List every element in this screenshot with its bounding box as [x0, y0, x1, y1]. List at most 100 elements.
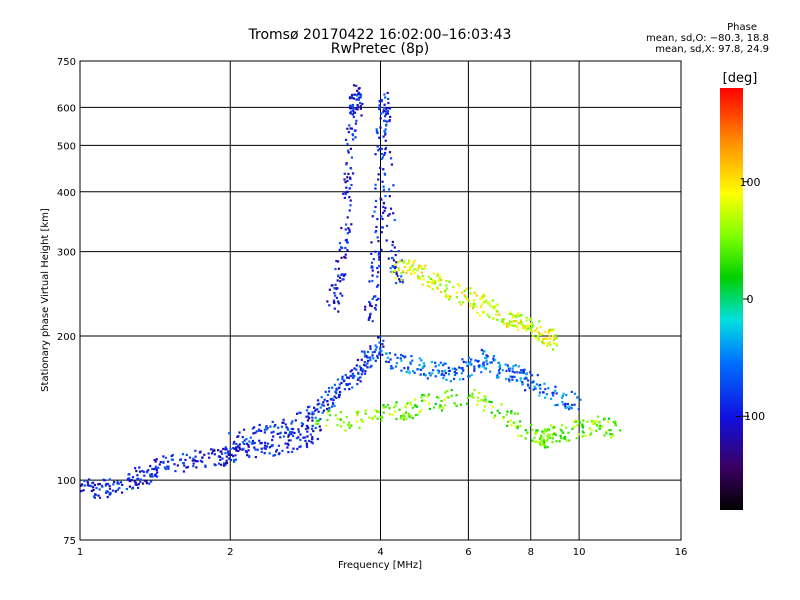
- scatter-point: [341, 377, 344, 381]
- scatter-point: [344, 374, 347, 377]
- scatter-point: [458, 301, 461, 304]
- scatter-point: [225, 459, 228, 462]
- scatter-point: [327, 409, 330, 412]
- scatter-point: [263, 452, 266, 455]
- scatter-point: [551, 437, 554, 440]
- scatter-point: [565, 393, 568, 397]
- scatter-point: [352, 84, 356, 87]
- scatter-point: [541, 339, 544, 342]
- scatter-point: [339, 410, 342, 414]
- scatter-point: [331, 397, 334, 400]
- scatter-point: [388, 188, 391, 191]
- scatter-point: [382, 185, 385, 188]
- scatter-point: [322, 404, 325, 407]
- scatter-point: [358, 93, 361, 96]
- scatter-point: [539, 387, 542, 390]
- scatter-point: [358, 87, 361, 90]
- scatter-point: [491, 299, 494, 302]
- scatter-point: [322, 409, 326, 412]
- scatter-point: [254, 456, 257, 459]
- scatter-point: [614, 420, 617, 423]
- scatter-point: [335, 259, 338, 263]
- scatter-point: [332, 402, 335, 406]
- scatter-point: [238, 443, 241, 446]
- scatter-point: [373, 210, 376, 213]
- scatter-point: [589, 432, 593, 435]
- scatter-point: [340, 226, 343, 230]
- scatter-point: [413, 259, 416, 262]
- scatter-point: [292, 447, 295, 450]
- scatter-point: [436, 274, 439, 277]
- scatter-point: [525, 329, 528, 332]
- scatter-point: [309, 433, 312, 436]
- scatter-point: [455, 291, 458, 294]
- scatter-point: [384, 146, 388, 149]
- scatter-point: [350, 424, 353, 427]
- scatter-point: [379, 346, 382, 349]
- scatter-point: [455, 368, 458, 371]
- phase-stats-x: mean, sd,X: 97.8, 24.9: [655, 44, 769, 55]
- grid-lines: [80, 61, 681, 540]
- scatter-point: [549, 397, 553, 400]
- scatter-point: [319, 406, 322, 409]
- scatter-point: [220, 452, 224, 455]
- scatter-point: [551, 433, 555, 436]
- scatter-point: [515, 425, 518, 428]
- scatter-point: [498, 313, 501, 316]
- scatter-point: [295, 437, 298, 440]
- scatter-point: [356, 420, 359, 423]
- scatter-point: [347, 376, 350, 379]
- scatter-point: [394, 353, 397, 356]
- scatter-point: [515, 379, 519, 382]
- scatter-point: [384, 194, 387, 198]
- scatter-point: [244, 450, 247, 453]
- scatter-point: [384, 131, 387, 134]
- scatter-point: [537, 338, 540, 342]
- scatter-point: [364, 409, 367, 412]
- scatter-point: [488, 304, 492, 307]
- scatter-point: [311, 419, 314, 422]
- scatter-point: [336, 417, 339, 420]
- scatter-point: [486, 313, 489, 316]
- scatter-point: [371, 354, 374, 357]
- scatter-point: [405, 370, 408, 374]
- scatter-point: [191, 459, 194, 462]
- scatter-point: [98, 496, 102, 499]
- scatter-point: [387, 257, 390, 260]
- scatter-point: [502, 318, 505, 321]
- scatter-point: [106, 490, 110, 493]
- scatter-point: [438, 277, 441, 280]
- scatter-point: [370, 252, 373, 255]
- scatter-point: [476, 311, 479, 315]
- scatter-point: [423, 399, 427, 402]
- scatter-point: [378, 104, 381, 107]
- scatter-point: [344, 181, 347, 184]
- scatter-point: [592, 419, 595, 423]
- scatter-point: [359, 104, 362, 108]
- scatter-point: [492, 317, 495, 320]
- scatter-point: [467, 375, 470, 378]
- scatter-point: [316, 419, 319, 422]
- scatter-point: [97, 494, 100, 497]
- scatter-point: [549, 343, 552, 346]
- scatter-point: [448, 280, 451, 283]
- scatter-point: [490, 401, 493, 404]
- scatter-point: [556, 403, 559, 407]
- scatter-point: [346, 216, 349, 219]
- scatter-point: [401, 415, 404, 419]
- scatter-point: [376, 267, 379, 270]
- scatter-point: [194, 460, 198, 463]
- scatter-point: [437, 371, 440, 374]
- scatter-point: [374, 183, 377, 186]
- scatter-point: [497, 376, 500, 379]
- scatter-point: [355, 108, 358, 111]
- scatter-point: [535, 337, 538, 340]
- scatter-point: [388, 407, 391, 410]
- scatter-point: [397, 261, 400, 264]
- scatter-point: [201, 460, 204, 463]
- scatter-point: [416, 269, 419, 272]
- scatter-point: [162, 455, 165, 458]
- scatter-point: [333, 291, 336, 295]
- scatter-point: [256, 448, 259, 451]
